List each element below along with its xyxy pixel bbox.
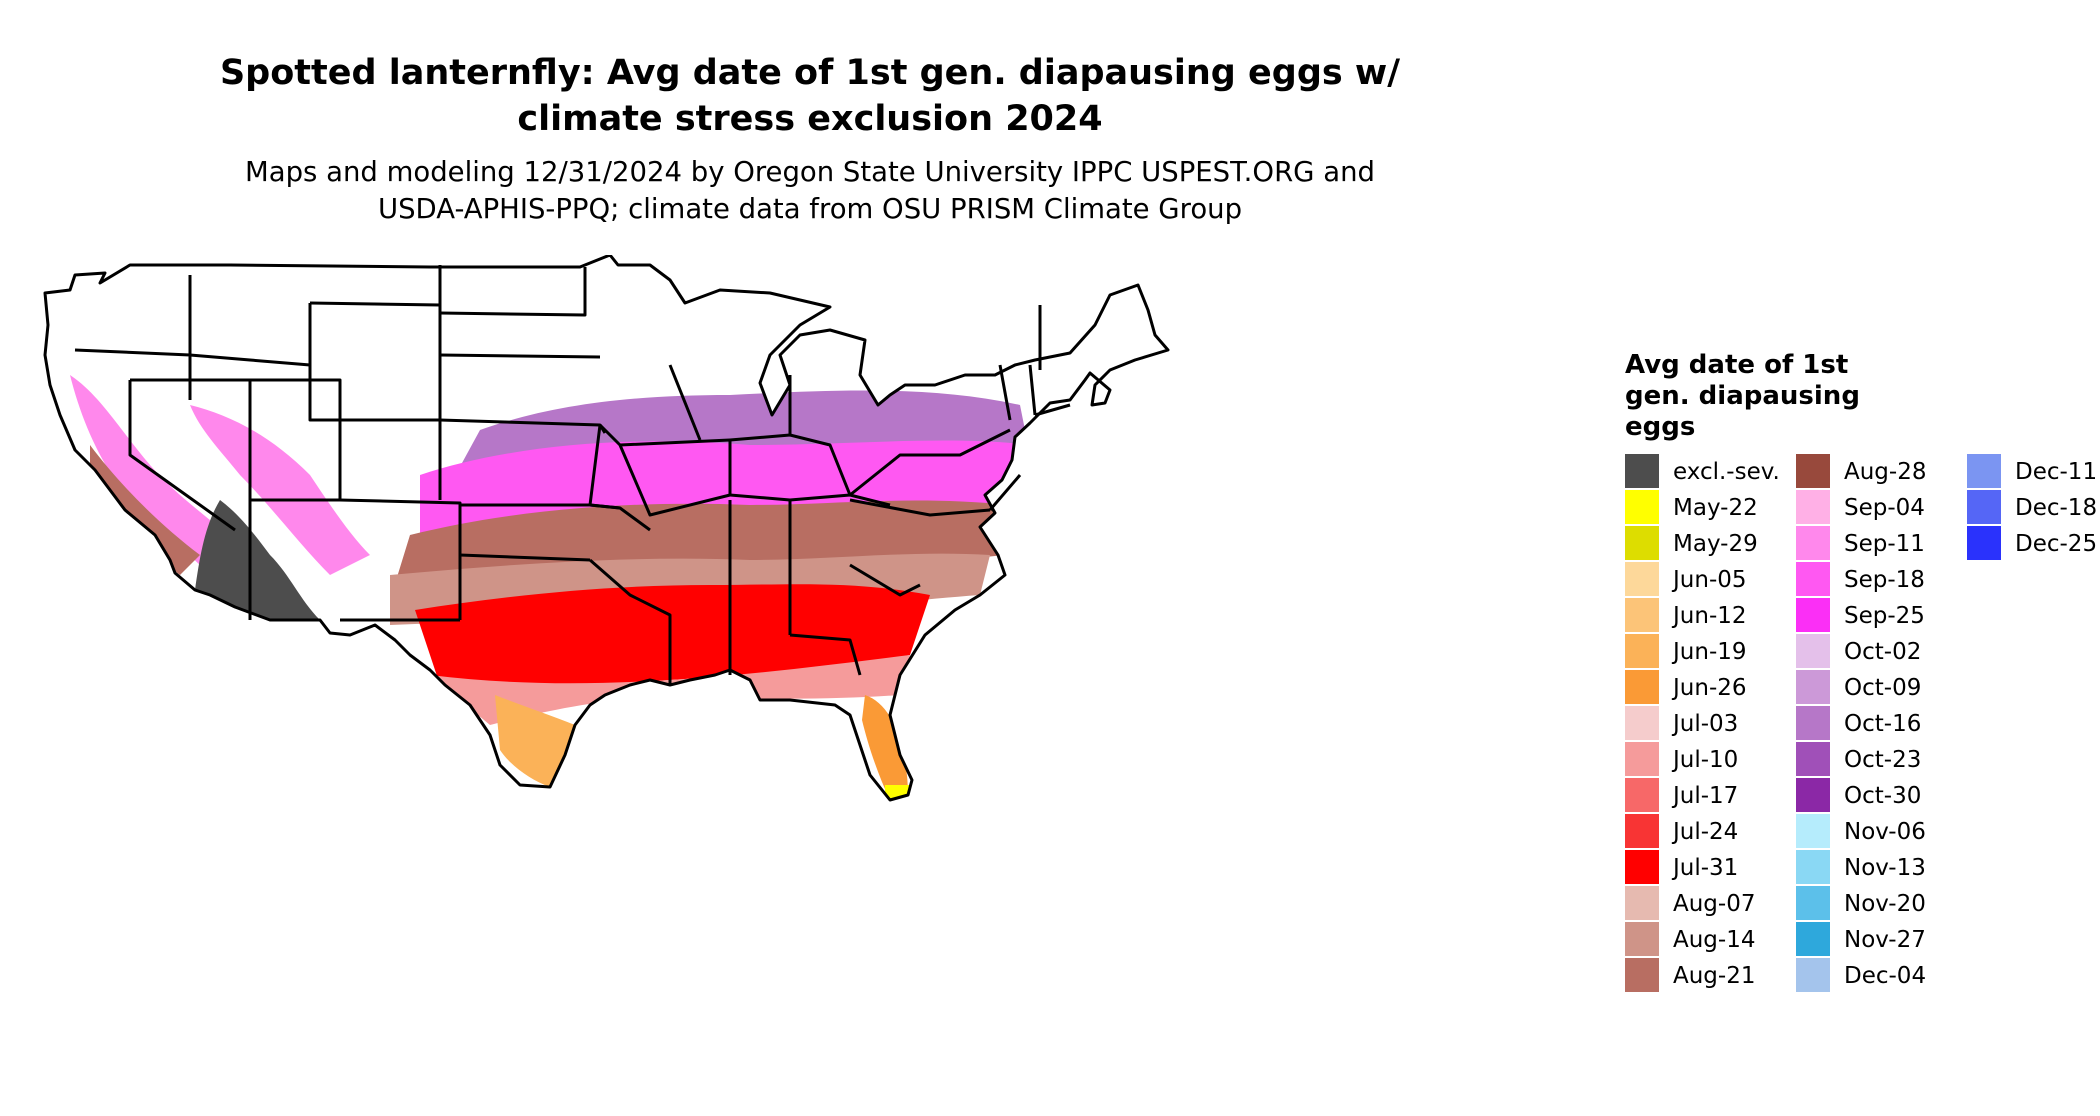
legend-swatch — [1625, 670, 1659, 704]
legend-label: Oct-23 — [1844, 747, 1922, 773]
legend-swatch — [1625, 490, 1659, 524]
legend-swatch — [1796, 922, 1830, 956]
map-subtitle-line1: Maps and modeling 12/31/2024 by Oregon S… — [245, 156, 1375, 188]
legend-label: excl.-sev. — [1673, 459, 1780, 485]
legend-swatch — [1625, 598, 1659, 632]
legend-label: Oct-16 — [1844, 711, 1922, 737]
legend-swatch — [1796, 670, 1830, 704]
legend-swatch — [1796, 886, 1830, 920]
legend-swatch — [1625, 454, 1659, 488]
map-title-line1: Spotted lanternfly: Avg date of 1st gen.… — [219, 53, 1401, 93]
legend-swatch — [1625, 814, 1659, 848]
legend-label: Jul-24 — [1673, 819, 1739, 845]
legend-label: Sep-25 — [1844, 603, 1925, 629]
phenology-raster — [45, 255, 1168, 800]
legend-label: Sep-18 — [1844, 567, 1925, 593]
legend-title: Avg date of 1st gen. diapausing eggs — [1625, 350, 1955, 443]
legend-swatch — [1796, 778, 1830, 812]
legend-swatch — [1796, 598, 1830, 632]
legend-label: Aug-28 — [1844, 459, 1927, 485]
legend-label: Jun-12 — [1673, 603, 1747, 629]
legend-swatch — [1967, 526, 2001, 560]
legend-label: May-29 — [1673, 531, 1758, 557]
legend-swatch — [1796, 490, 1830, 524]
legend-swatch — [1796, 814, 1830, 848]
legend-label: Oct-09 — [1844, 675, 1922, 701]
legend-label: Jul-17 — [1673, 783, 1739, 809]
legend-swatch — [1625, 850, 1659, 884]
legend-swatch — [1625, 778, 1659, 812]
legend-swatch — [1796, 706, 1830, 740]
legend-label: Nov-27 — [1844, 927, 1926, 953]
legend-label: Jun-05 — [1673, 567, 1747, 593]
legend-swatch — [1796, 454, 1830, 488]
legend-swatch — [1796, 562, 1830, 596]
map-title-line2: climate stress exclusion 2024 — [517, 99, 1103, 139]
legend-swatch — [1796, 958, 1830, 992]
legend-label: Oct-30 — [1844, 783, 1922, 809]
map-subtitle-line2: USDA-APHIS-PPQ; climate data from OSU PR… — [377, 193, 1243, 225]
legend-title-line2: gen. diapausing — [1625, 381, 1860, 411]
map-subtitle: Maps and modeling 12/31/2024 by Oregon S… — [150, 154, 1470, 228]
legend-label: Dec-25 — [2015, 531, 2098, 557]
legend-label: Nov-06 — [1844, 819, 1926, 845]
legend-swatch — [1625, 562, 1659, 596]
legend-label: Dec-11 — [2015, 459, 2098, 485]
legend-label: Oct-02 — [1844, 639, 1922, 665]
legend-label: Jul-03 — [1673, 711, 1739, 737]
legend-label: May-22 — [1673, 495, 1758, 521]
legend-swatch — [1625, 526, 1659, 560]
legend-label: Aug-07 — [1673, 891, 1756, 917]
legend-swatch — [1625, 886, 1659, 920]
legend-swatch — [1625, 742, 1659, 776]
legend-swatch — [1625, 922, 1659, 956]
legend-label: Sep-04 — [1844, 495, 1925, 521]
legend-label: Dec-04 — [1844, 963, 1927, 989]
legend-label: Jul-31 — [1673, 855, 1739, 881]
legend-swatch — [1796, 526, 1830, 560]
legend-swatch — [1796, 850, 1830, 884]
legend-label: Nov-20 — [1844, 891, 1926, 917]
legend-swatch — [1625, 706, 1659, 740]
legend-swatch — [1967, 490, 2001, 524]
legend-swatch — [1625, 634, 1659, 668]
legend-swatch — [1625, 958, 1659, 992]
legend-swatch — [1796, 634, 1830, 668]
legend-label: Dec-18 — [2015, 495, 2098, 521]
legend-swatch — [1796, 742, 1830, 776]
legend-title-line3: eggs — [1625, 412, 1696, 442]
legend-label: Jun-19 — [1673, 639, 1747, 665]
legend-title-line1: Avg date of 1st — [1625, 350, 1849, 380]
legend-label: Sep-11 — [1844, 531, 1925, 557]
map-title: Spotted lanternfly: Avg date of 1st gen.… — [150, 50, 1470, 142]
legend-label: Aug-14 — [1673, 927, 1756, 953]
state-boundaries — [43, 255, 1170, 802]
legend-label: Jul-10 — [1673, 747, 1739, 773]
us-map — [43, 255, 1170, 802]
legend-label: Jun-26 — [1673, 675, 1747, 701]
legend-label: Nov-13 — [1844, 855, 1926, 881]
legend-swatch — [1967, 454, 2001, 488]
legend-label: Aug-21 — [1673, 963, 1756, 989]
